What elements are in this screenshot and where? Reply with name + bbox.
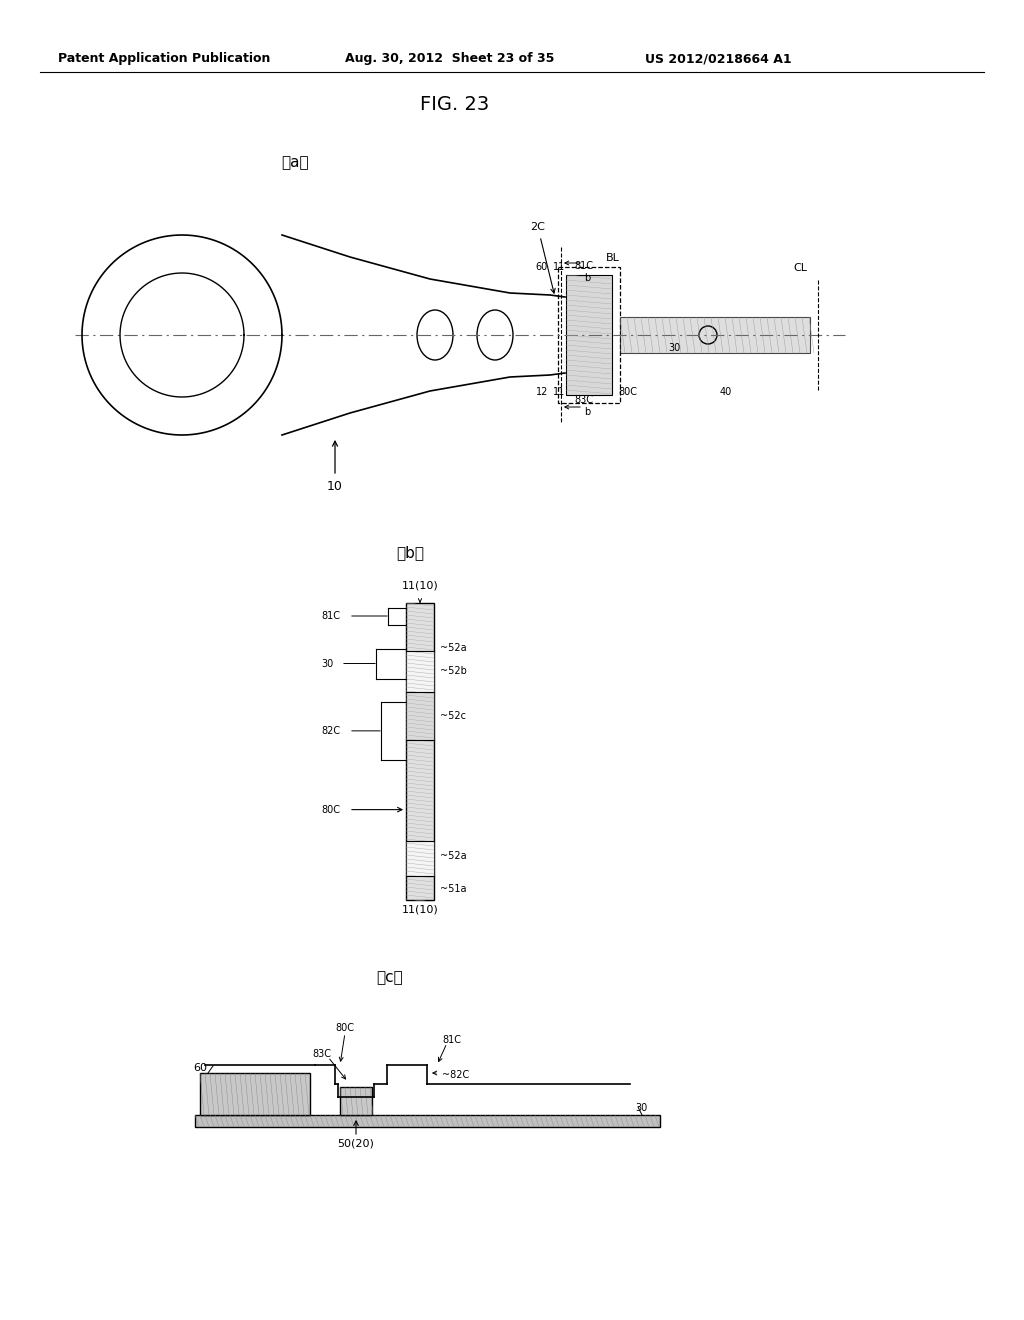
Polygon shape [406,651,434,692]
Text: 〈b〉: 〈b〉 [396,545,424,560]
Polygon shape [195,1115,660,1127]
Bar [620,317,810,352]
Polygon shape [340,1086,372,1115]
Text: ~52a: ~52a [440,850,467,861]
Text: 83C: 83C [312,1049,331,1059]
Text: 80C: 80C [321,805,340,814]
Text: 11: 11 [553,387,565,397]
Text: 80C: 80C [618,387,637,397]
Text: 〈a〉: 〈a〉 [282,154,309,170]
Text: b: b [584,407,590,417]
Text: 11: 11 [553,261,565,272]
Text: ~52a: ~52a [440,643,467,653]
Text: 11(10): 11(10) [401,906,438,915]
Text: 10: 10 [327,480,343,492]
Text: 81C: 81C [574,261,593,271]
Text: ~51a: ~51a [440,884,467,894]
Text: 81C: 81C [442,1035,461,1045]
Text: ~52b: ~52b [440,667,467,676]
Text: FIG. 23: FIG. 23 [420,95,489,114]
Polygon shape [406,692,434,739]
Text: US 2012/0218664 A1: US 2012/0218664 A1 [645,51,792,65]
Text: 60: 60 [536,261,548,272]
Bar [566,275,612,395]
Text: 〈c〉: 〈c〉 [377,970,403,985]
Text: ~52c: ~52c [440,711,466,721]
Text: CL: CL [793,263,807,273]
Polygon shape [406,603,434,900]
Polygon shape [200,1073,310,1115]
Text: 83C: 83C [574,395,593,405]
Text: 30: 30 [635,1104,647,1113]
Text: ~82C: ~82C [442,1071,469,1080]
Text: 30: 30 [321,659,333,668]
Text: 80C: 80C [336,1023,354,1034]
Text: 2C: 2C [530,222,545,232]
Text: 60: 60 [193,1063,207,1073]
Text: Aug. 30, 2012  Sheet 23 of 35: Aug. 30, 2012 Sheet 23 of 35 [345,51,554,65]
Text: 81C: 81C [321,611,340,620]
Text: BL: BL [606,253,620,263]
Text: 82C: 82C [321,726,340,735]
Bar [558,267,620,403]
Polygon shape [406,841,434,876]
Text: 30: 30 [668,343,680,352]
Text: b: b [584,273,590,282]
Text: 40: 40 [720,387,732,397]
Text: Patent Application Publication: Patent Application Publication [58,51,270,65]
Text: 11(10): 11(10) [401,581,438,591]
Text: 50(20): 50(20) [338,1139,375,1148]
Text: 12: 12 [536,387,548,397]
